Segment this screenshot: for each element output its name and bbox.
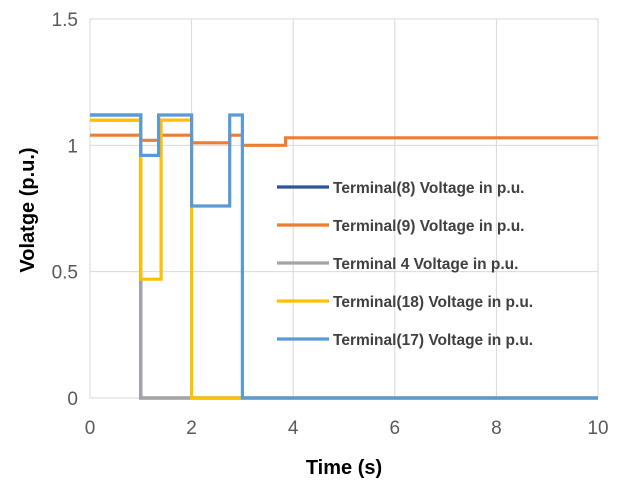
x-tick-label: 8 xyxy=(491,418,502,439)
x-tick-label: 4 xyxy=(288,418,299,439)
legend-label: Terminal(9) Voltage in p.u. xyxy=(333,218,524,235)
x-axis-title: Time (s) xyxy=(306,457,382,479)
y-tick-label: 1.5 xyxy=(52,10,78,31)
x-tick-label: 10 xyxy=(587,418,608,439)
tick-layer: 0 2 4 6 8 10 0 0.5 1 1.5 xyxy=(52,10,609,439)
legend: Terminal(8) Voltage in p.u. Terminal(9) V… xyxy=(277,180,533,349)
legend-label: Terminal(17) Voltage in p.u. xyxy=(333,332,533,349)
legend-label: Terminal(18) Voltage in p.u. xyxy=(333,294,533,311)
y-axis-title: Volatge (p.u.) xyxy=(17,147,39,272)
x-tick-label: 0 xyxy=(85,418,96,439)
series-line-2 xyxy=(90,133,598,147)
x-tick-label: 6 xyxy=(390,418,401,439)
series-line-4 xyxy=(90,118,598,400)
y-tick-label: 1 xyxy=(67,136,78,157)
y-tick-label: 0.5 xyxy=(52,263,78,284)
x-tick-label: 2 xyxy=(186,418,197,439)
series-line-5 xyxy=(90,113,598,400)
series-layer xyxy=(90,113,598,400)
legend-label: Terminal 4 Voltage in p.u. xyxy=(333,256,518,273)
legend-label: Terminal(8) Voltage in p.u. xyxy=(333,180,524,197)
y-tick-label: 0 xyxy=(67,389,78,410)
